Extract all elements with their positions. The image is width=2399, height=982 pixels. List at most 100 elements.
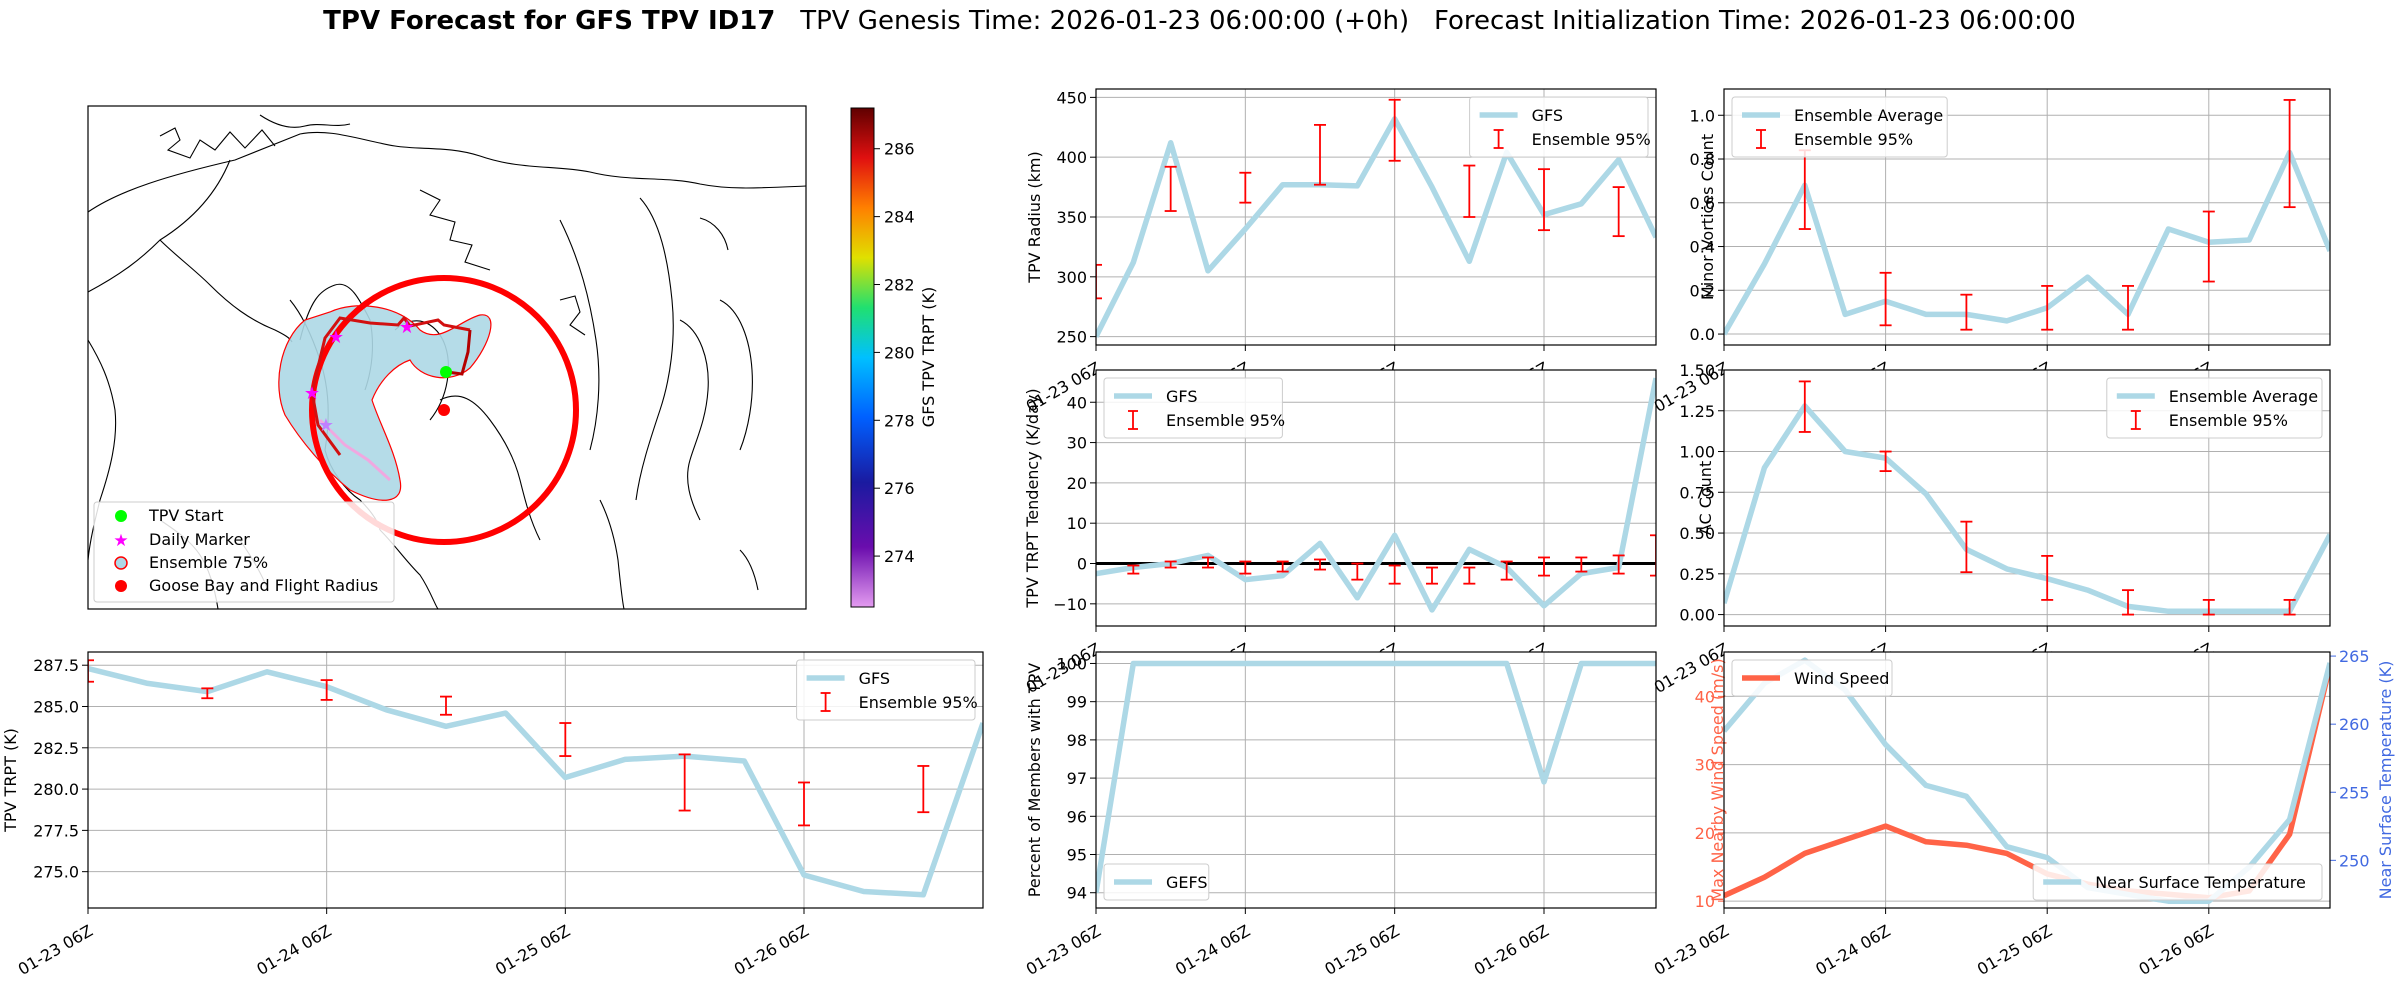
y-tick-label: 97 [1067, 769, 1087, 788]
error-bar [2122, 285, 2134, 331]
y-tick-label: −10 [1053, 595, 1087, 614]
map-legend: TPV Start ★ Daily Marker Ensemble 75% Go… [93, 501, 395, 603]
legend-label: Wind Speed [1794, 669, 1889, 688]
error-bar [1388, 564, 1401, 585]
legend-label: Ensemble Average [2169, 387, 2318, 406]
tpv-start-marker [440, 366, 452, 378]
y-tick-label: 96 [1067, 807, 1087, 826]
error-bar [2041, 285, 2054, 331]
y-tick-label: 0.2 [1690, 281, 1715, 300]
tpv-track-pale [318, 418, 392, 482]
colorbar-tick-label: 274 [884, 547, 915, 566]
legend-label: Ensemble 95% [1166, 411, 1285, 430]
legend-start-label: TPV Start [148, 506, 224, 525]
y-tick-label: 30 [1067, 434, 1087, 453]
error-bar [1960, 293, 1973, 331]
y-tick-label: 282.5 [33, 739, 79, 758]
daily-marker-4: ★ [318, 415, 334, 436]
legend-label: Ensemble 95% [1532, 130, 1651, 149]
colorbar-tick-label: 278 [884, 411, 915, 430]
y-tick-label: 0.00 [1679, 606, 1715, 625]
error-bar [559, 722, 572, 757]
error-bar [2202, 210, 2215, 283]
title-bold: TPV Forecast for GFS TPV ID17 [323, 6, 776, 36]
tpv-track-end [446, 329, 472, 376]
series-line-ensemble-average [1724, 403, 2330, 615]
error-bar [678, 753, 691, 812]
y-axis-label: AC Count [1696, 461, 1715, 535]
map-legend-box [93, 501, 395, 603]
title-init: Forecast Initialization Time: 2026-01-23… [1433, 6, 2076, 36]
y2-tick-label: 250 [2339, 851, 2370, 870]
x-tick-label: 01-24 06Z [1812, 921, 1893, 979]
tpv-track [310, 315, 471, 456]
error-bar [1239, 171, 1252, 204]
error-bar [1575, 556, 1588, 573]
error-bar [1879, 271, 1892, 327]
legend-label: GEFS [1166, 873, 1208, 892]
error-bar [1351, 562, 1364, 581]
colorbar-label: GFS TPV TRPT (K) [919, 287, 938, 427]
y-axis-label: Percent of Members with TPV [1025, 663, 1044, 897]
plot-frame [1095, 88, 1657, 346]
y-tick-label: 285.0 [33, 698, 79, 717]
colorbar-tick-label: 284 [884, 208, 915, 227]
y2-tick-label: 255 [2339, 783, 2370, 802]
chart-legend: GEFS [1103, 863, 1210, 901]
y-tick-label: 0.25 [1679, 565, 1715, 584]
y-tick-label: 0.4 [1690, 238, 1715, 257]
chart-legend: Wind Speed [1731, 659, 1893, 697]
plot-frame [1723, 88, 2331, 346]
error-bar [1463, 164, 1476, 218]
error-bar [2041, 554, 2054, 601]
chart-legend: GFS Ensemble 95% [1103, 377, 1285, 439]
error-bar [1960, 520, 1973, 574]
y-tick-label: 1.00 [1679, 443, 1715, 462]
y-tick-label: 300 [1056, 268, 1087, 287]
y-tick-label: 0.0 [1690, 325, 1715, 344]
y-axis-label: TPV TRPT Tendency (K/day) [1023, 388, 1042, 608]
ensemble-75-region [278, 305, 492, 501]
legend-ensemble-marker [114, 556, 128, 570]
y-tick-label: 1.50 [1679, 361, 1715, 380]
x-tick-label: 01-25 06Z [1974, 921, 2055, 979]
chart-legend: GFS Ensemble 95% [796, 659, 978, 721]
error-bar [1314, 123, 1326, 186]
error-bar [1164, 165, 1177, 212]
error-bar [1127, 564, 1140, 575]
y-tick-label: 95 [1067, 846, 1087, 865]
flight-radius-circle [309, 275, 579, 545]
error-bar [440, 695, 452, 716]
legend-daily-marker: ★ [113, 531, 128, 551]
y-tick-label: 98 [1067, 731, 1087, 750]
legend-label: GFS [859, 669, 890, 688]
y-tick-label: 1.0 [1690, 106, 1715, 125]
error-bar [1612, 554, 1625, 575]
chart-legend: Near Surface Temperature [2032, 863, 2323, 901]
figure-title: TPV Forecast for GFS TPV ID17 TPV Genesi… [0, 6, 2399, 36]
legend-label: Ensemble 95% [1794, 130, 1913, 149]
legend-box [796, 659, 976, 721]
series-line-ensemble-average [1724, 149, 2330, 336]
y-tick-label: 0.75 [1679, 483, 1715, 502]
error-bar [1096, 263, 1102, 300]
y-tick-label: 10 [1695, 892, 1715, 911]
series-line-gfs [1096, 116, 1656, 338]
plot-frame [1723, 369, 2331, 627]
legend-daily-label: Daily Marker [149, 530, 250, 549]
y2-tick-label: 265 [2339, 647, 2370, 666]
x-tick-label: 01-23 06Z [1651, 921, 1732, 979]
error-bar [1798, 380, 1811, 433]
x-tick-label: 01-25 06Z [1321, 921, 1402, 979]
error-bar [1463, 566, 1476, 585]
error-bar [2283, 99, 2296, 209]
error-bar [1538, 556, 1550, 577]
error-bar [1239, 560, 1252, 575]
error-bar [1500, 560, 1513, 581]
y-axis-label: TPV Radius (km) [1025, 151, 1044, 284]
x-tick-label: 01-26 06Z [1471, 921, 1552, 979]
error-bar [917, 765, 930, 814]
colorbar-ticks: 274 276 278 280 282 284 286 [874, 140, 915, 566]
